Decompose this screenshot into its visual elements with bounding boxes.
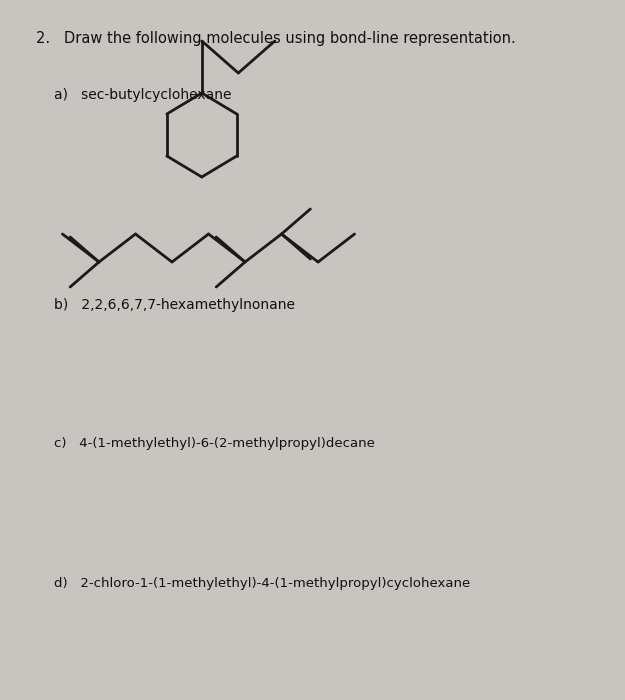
Text: b)   2,2,6,6,7,7-hexamethylnonane: b) 2,2,6,6,7,7-hexamethylnonane [54,298,295,312]
Text: c)   4-(1-methylethyl)-6-(2-methylpropyl)decane: c) 4-(1-methylethyl)-6-(2-methylpropyl)d… [54,438,375,451]
Text: 2.   Draw the following molecules using bond-line representation.: 2. Draw the following molecules using bo… [36,32,516,46]
Text: a)   sec-butylcyclohexane: a) sec-butylcyclohexane [54,88,231,102]
Text: d)   2-chloro-1-(1-methylethyl)-4-(1-methylpropyl)cyclohexane: d) 2-chloro-1-(1-methylethyl)-4-(1-methy… [54,578,470,591]
